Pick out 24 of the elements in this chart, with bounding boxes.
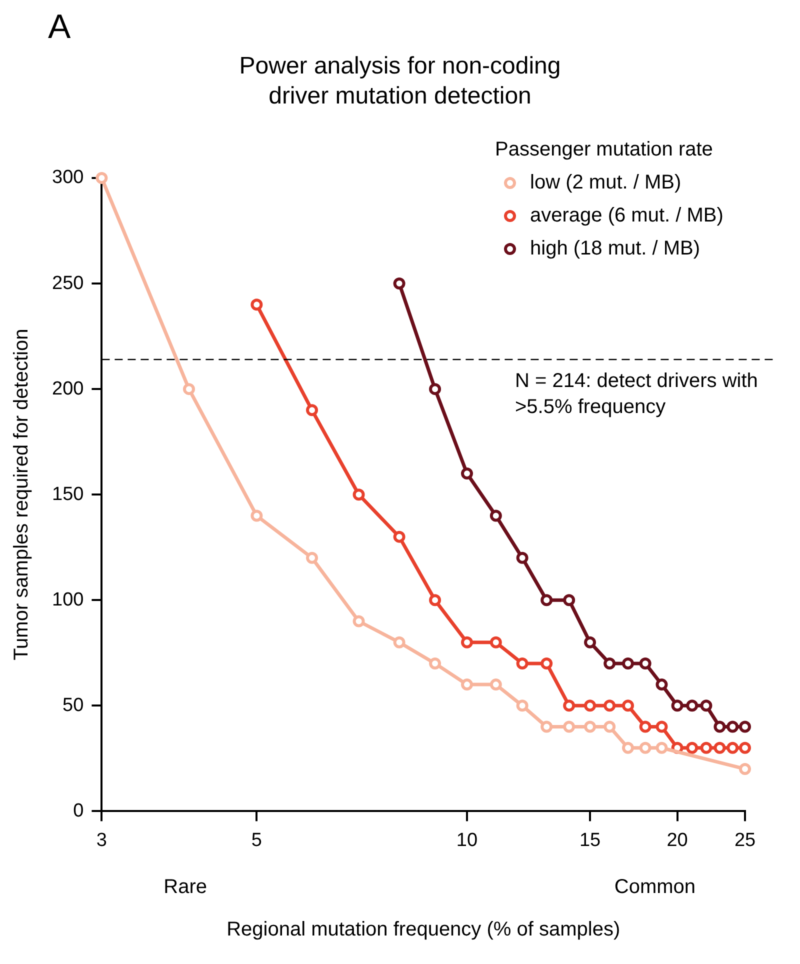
x-tick-label: 3 <box>96 830 107 851</box>
legend-label: high (18 mut. / MB) <box>530 238 700 260</box>
chart-title: Power analysis for non-coding driver mutation detection <box>239 52 561 110</box>
text: A <box>48 8 71 46</box>
y-tick-label: 0 <box>73 800 84 822</box>
y-tick-label: 250 <box>52 272 84 294</box>
x-tick-label: 5 <box>251 830 262 851</box>
ref-line-label: N = 214: detect drivers with >5.5% frequency <box>515 370 758 418</box>
legend-label: average (6 mut. / MB) <box>530 204 724 227</box>
y-tick-label: 150 <box>52 484 84 505</box>
y-axis-title: Tumor samples required for detection <box>10 328 33 660</box>
legend-title: Passenger mutation rate <box>495 138 713 161</box>
x-tick-label: 10 <box>456 830 478 851</box>
x-tick-label: 15 <box>579 830 601 851</box>
y-tick-label: 50 <box>62 694 84 716</box>
y-tick-label: 100 <box>52 589 84 610</box>
y-tick-label: 200 <box>52 378 84 400</box>
legend-label: low (2 mut. / MB) <box>530 172 682 194</box>
text: Common <box>614 876 696 898</box>
text: Rare <box>164 876 208 898</box>
y-tick-label: 300 <box>52 167 84 188</box>
x-tick-label: 25 <box>734 830 756 851</box>
x-tick-label: 20 <box>666 830 688 851</box>
x-axis-title: Regional mutation frequency (% of samples) <box>226 918 620 941</box>
